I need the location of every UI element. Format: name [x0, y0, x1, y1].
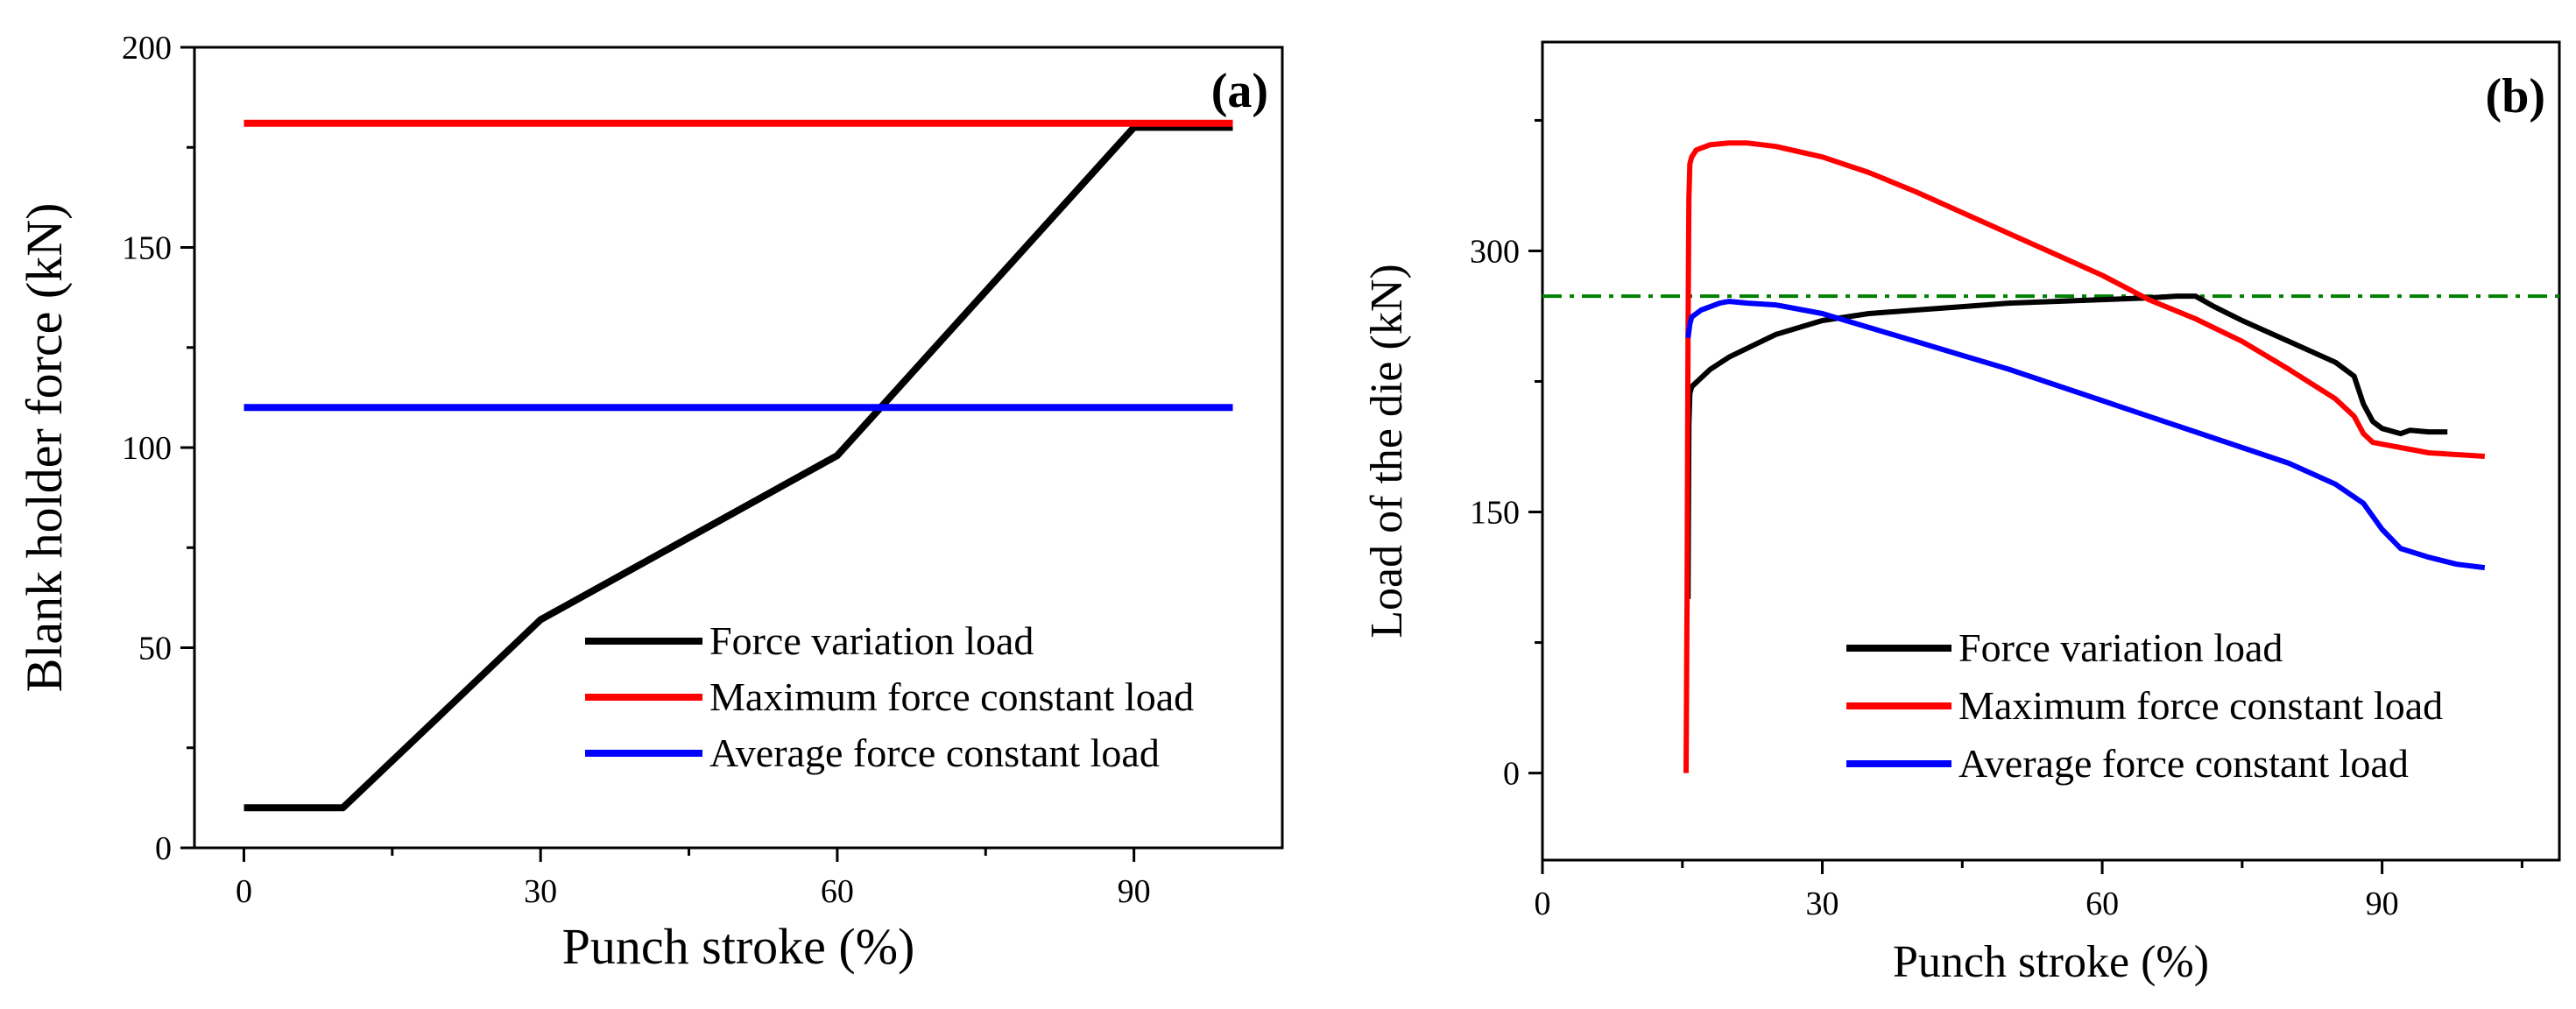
y-tick-label: 150 [1470, 495, 1520, 532]
x-tick-label: 30 [524, 873, 557, 910]
plot-frame [193, 46, 1284, 850]
x-tick-label: 0 [236, 873, 252, 910]
y-tick-label: 0 [1503, 756, 1520, 793]
series-line-2 [1683, 140, 2485, 773]
panel-b-chart: 0 30 60 90 0 150 300 Punch stroke (%) Load of th… [1362, 40, 2561, 987]
panel-label: (a) [1211, 64, 1268, 118]
x-axis-title: Punch stroke (%) [562, 918, 915, 975]
x-axis-title: Punch stroke (%) [1893, 937, 2209, 987]
legend-label-3: Average force constant load [1958, 741, 2409, 786]
panel-a-chart: 0 30 60 90 0 50 100 150 200 Punch stroke (%) Blank… [16, 30, 1284, 975]
x-tick-label: 0 [1535, 886, 1551, 922]
series-line-3 [1685, 299, 2486, 571]
y-axis-title: Blank holder force (kN) [16, 203, 73, 693]
x-tick-label: 90 [2366, 886, 2399, 922]
x-tick-label: 60 [821, 873, 854, 910]
x-tick-label: 90 [1118, 873, 1151, 910]
series-line-1 [1685, 293, 2448, 599]
y-tick-label: 300 [1470, 233, 1520, 270]
x-tick-label: 30 [1806, 886, 1839, 922]
legend-label-3: Average force constant load [709, 730, 1160, 775]
plot-frame [1541, 40, 2561, 862]
y-tick-label: 150 [122, 230, 172, 267]
panel-label: (b) [2486, 69, 2545, 123]
legend-label-1: Force variation load [709, 618, 1034, 663]
y-tick-label: 100 [122, 430, 172, 467]
y-tick-label: 0 [155, 830, 172, 867]
y-axis-title: Load of the die (kN) [1362, 264, 1412, 638]
legend-label-2: Maximum force constant load [1958, 683, 2443, 728]
legend-label-1: Force variation load [1958, 625, 2283, 670]
series-line-1 [243, 123, 1233, 812]
y-tick-label: 200 [122, 30, 172, 67]
x-tick-label: 60 [2086, 886, 2119, 922]
legend-label-2: Maximum force constant load [709, 674, 1194, 719]
y-tick-label: 50 [138, 631, 172, 667]
